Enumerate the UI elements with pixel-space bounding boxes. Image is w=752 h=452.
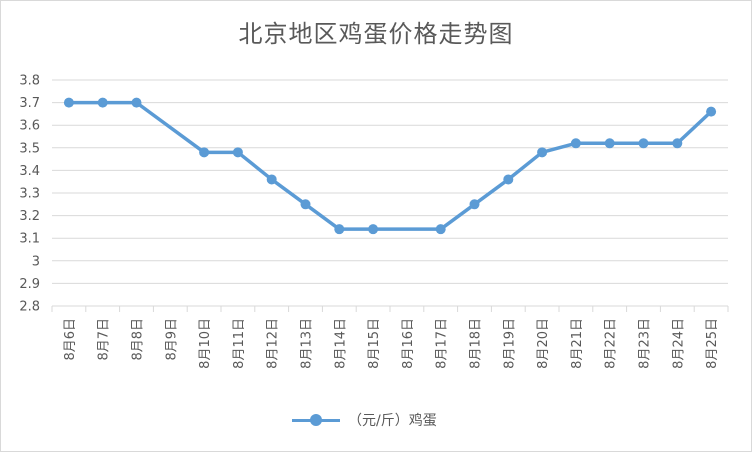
legend-label: （元/斤）鸡蛋 — [348, 413, 437, 429]
series-line-segment — [472, 177, 511, 207]
series-line-segment — [438, 202, 477, 231]
data-point — [199, 147, 210, 158]
x-tick-label: 8月17日 — [435, 318, 450, 369]
series-line-segment — [540, 141, 578, 155]
x-tick-label: 8月18日 — [469, 318, 484, 369]
x-tick-label: 8月12日 — [266, 318, 281, 369]
series-line-segment — [303, 202, 342, 231]
x-tick-label: 8月19日 — [502, 318, 517, 369]
x-tick-label: 8月14日 — [333, 318, 348, 369]
data-point — [604, 138, 615, 149]
data-point — [570, 138, 581, 149]
y-tick-label: 3.1 — [19, 232, 40, 247]
data-point — [469, 199, 480, 210]
x-tick-label: 8月22日 — [604, 318, 619, 369]
x-axis: 8月6日 8月7日 8月8日 8月9日 8月10日 8月11日 8月12日 8月13日 8月14… — [51, 306, 729, 369]
y-tick-label: 3.3 — [19, 187, 40, 202]
x-tick-label: 8月20日 — [536, 318, 551, 369]
data-point — [131, 97, 142, 108]
y-tick-label: 3 — [32, 254, 40, 269]
x-tick-label: 8月13日 — [300, 318, 315, 369]
data-point — [706, 106, 717, 117]
series-line-segment — [675, 109, 713, 146]
x-tick-label: 8月10日 — [198, 318, 213, 369]
x-tick-label: 8月9日 — [164, 318, 179, 361]
data-point — [232, 147, 243, 158]
data-point — [300, 199, 311, 210]
data-point — [368, 224, 379, 235]
series-layer — [63, 97, 717, 235]
x-tick-label: 8月7日 — [97, 318, 112, 361]
series-line-segment — [134, 100, 206, 155]
data-point — [63, 97, 74, 108]
y-tick-label: 3.4 — [19, 164, 40, 179]
x-tick-label: 8月16日 — [401, 318, 416, 369]
series-line-segment — [506, 150, 544, 182]
data-point — [334, 224, 345, 235]
y-tick-label: 2.8 — [19, 300, 40, 315]
x-tick-label: 8月21日 — [570, 318, 585, 369]
data-point — [435, 224, 446, 235]
x-tick-label: 8月11日 — [232, 318, 247, 369]
x-tick-label: 8月15日 — [367, 318, 382, 369]
y-tick-label: 3.7 — [19, 96, 40, 111]
y-tick-label: 3.6 — [19, 119, 40, 134]
legend-line-marker-icon — [290, 410, 342, 430]
x-tick-label: 8月23日 — [638, 318, 653, 369]
series-line-segment — [269, 177, 308, 207]
series-line-segment — [236, 150, 274, 182]
x-tick-label: 8月8日 — [131, 318, 146, 361]
data-point — [672, 138, 683, 149]
chart-title: 北京地区鸡蛋价格走势图 — [238, 20, 514, 48]
data-point — [638, 138, 649, 149]
y-tick-label: 3.2 — [19, 209, 40, 224]
x-tick-label: 8月25日 — [705, 318, 720, 369]
data-point — [537, 147, 548, 158]
y-tick-label: 3.5 — [19, 141, 40, 156]
y-tick-label: 2.9 — [19, 277, 40, 292]
data-point — [97, 97, 108, 108]
data-point — [266, 174, 277, 185]
y-tick-label: 3.8 — [19, 74, 40, 89]
y-axis: 2.8 2.9 3 3.1 3.2 3.3 3.4 3.5 3.6 3.7 3.8 — [19, 74, 40, 315]
gridlines — [52, 79, 728, 307]
x-tick-label: 8月6日 — [63, 318, 78, 361]
x-tick-label: 8月24日 — [671, 318, 686, 369]
legend: （元/斤）鸡蛋 — [290, 410, 437, 430]
data-point — [503, 174, 514, 185]
